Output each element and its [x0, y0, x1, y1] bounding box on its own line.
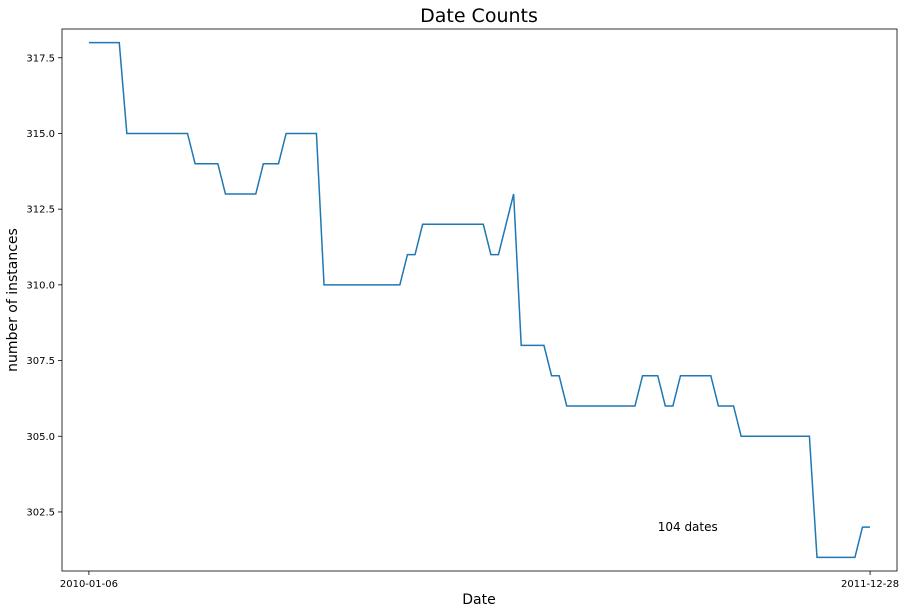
plot-area	[61, 28, 898, 572]
x-tick-label: 2010-01-06	[60, 579, 118, 590]
series-layer	[88, 41, 871, 559]
x-axis: 2010-01-06 2011-12-28	[60, 571, 899, 590]
y-tick-label: 302.5	[26, 507, 55, 518]
y-tick-label: 305.0	[26, 432, 55, 443]
y-tick-label: 315.0	[26, 129, 55, 140]
y-tick-label: 312.5	[26, 205, 55, 216]
y-tick-label: 317.5	[26, 53, 55, 64]
series-line	[88, 41, 871, 559]
y-tick-label: 307.5	[26, 356, 55, 367]
dates-count-annotation: 104 dates	[658, 520, 718, 534]
y-tick-label: 310.0	[26, 280, 55, 291]
x-axis-label: Date	[462, 592, 495, 608]
x-tick-label: 2011-12-28	[841, 579, 899, 590]
y-axis: 302.5 305.0 307.5 310.0 312.5 315.0 317.5	[26, 53, 62, 518]
chart-title: Date Counts	[420, 5, 538, 27]
y-axis-label: number of instances	[5, 228, 21, 372]
